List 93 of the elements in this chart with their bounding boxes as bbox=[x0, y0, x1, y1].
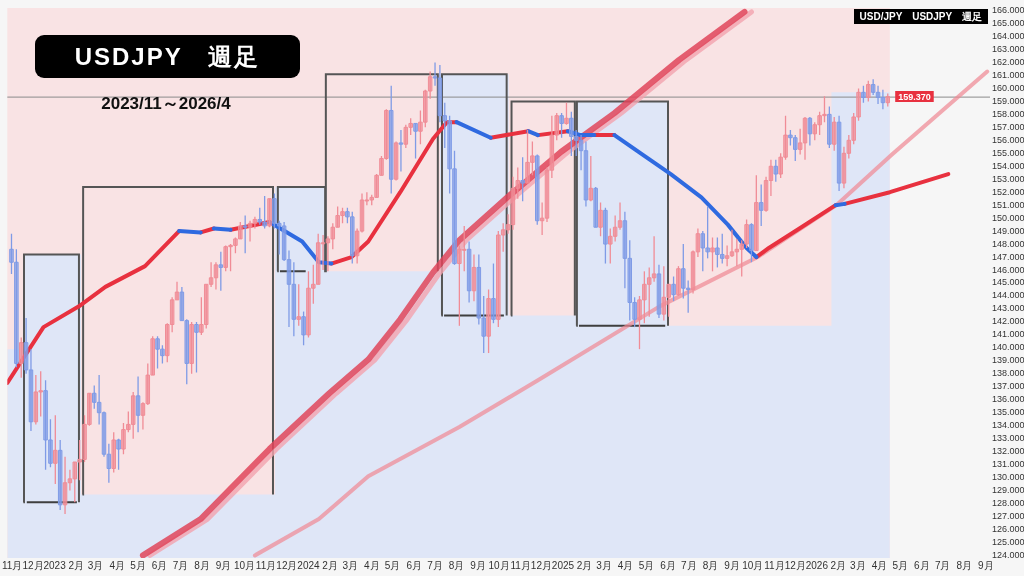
y-tick-label: 136.000 bbox=[992, 394, 1024, 405]
y-tick-label: 151.000 bbox=[992, 199, 1024, 210]
x-tick-label: 2月 bbox=[830, 559, 847, 571]
x-tick-label: 2月 bbox=[576, 559, 593, 571]
y-tick-label: 158.000 bbox=[992, 108, 1024, 119]
y-tick-label: 147.000 bbox=[992, 251, 1024, 262]
x-tick-label: 2月 bbox=[322, 559, 338, 571]
x-tick-label: 7月 bbox=[681, 559, 697, 571]
x-tick-label: 4月 bbox=[363, 559, 380, 571]
x-tick-label: 12月 bbox=[276, 559, 298, 571]
y-tick-label: 155.000 bbox=[992, 147, 1024, 158]
x-tick-label: 3月 bbox=[850, 559, 866, 571]
x-tick-label: 10月 bbox=[233, 559, 256, 571]
x-tick-label: 2023 bbox=[43, 559, 67, 571]
ref-line-label: 159.370 bbox=[898, 91, 931, 102]
x-tick-label: 12月 bbox=[22, 559, 44, 571]
x-tick-label: 6月 bbox=[914, 559, 930, 571]
y-tick-label: 135.000 bbox=[992, 407, 1024, 418]
y-tick-label: 126.000 bbox=[992, 523, 1024, 534]
y-tick-label: 153.000 bbox=[992, 173, 1024, 184]
x-tick-label: 2024 bbox=[297, 559, 321, 571]
y-tick-label: 156.000 bbox=[992, 134, 1024, 145]
y-tick-label: 139.000 bbox=[992, 355, 1024, 366]
y-tick-label: 154.000 bbox=[992, 160, 1024, 171]
y-tick-label: 134.000 bbox=[992, 420, 1024, 431]
y-tick-label: 166.000 bbox=[992, 5, 1024, 16]
x-tick-label: 10月 bbox=[488, 559, 510, 571]
y-tick-label: 157.000 bbox=[992, 121, 1024, 132]
x-tick-label: 2025 bbox=[551, 559, 575, 571]
x-tick-label: 10月 bbox=[742, 559, 764, 571]
y-tick-label: 152.000 bbox=[992, 186, 1024, 197]
x-tick-label: 6月 bbox=[660, 559, 676, 571]
x-tick-label: 5月 bbox=[384, 559, 401, 571]
y-tick-label: 141.000 bbox=[992, 329, 1024, 340]
y-tick-label: 145.000 bbox=[992, 277, 1024, 288]
x-tick-label: 5月 bbox=[130, 559, 146, 571]
x-tick-label: 7月 bbox=[934, 559, 951, 571]
y-tick-label: 124.000 bbox=[992, 549, 1024, 560]
x-tick-label: 5月 bbox=[638, 559, 655, 571]
y-tick-label: 143.000 bbox=[992, 303, 1024, 314]
y-tick-label: 144.000 bbox=[992, 290, 1024, 301]
x-tick-label: 2月 bbox=[68, 559, 84, 571]
x-tick-label: 9月 bbox=[724, 559, 740, 571]
y-tick-label: 159.000 bbox=[992, 95, 1024, 106]
text: 2023/11～2026/4 bbox=[100, 93, 232, 115]
y-tick-label: 128.000 bbox=[992, 498, 1024, 508]
y-tick-label: 130.000 bbox=[992, 472, 1024, 483]
y-tick-label: 163.000 bbox=[992, 43, 1024, 54]
x-tick-label: 6月 bbox=[151, 559, 168, 571]
y-tick-label: 138.000 bbox=[992, 368, 1024, 379]
y-tick-label: 137.000 bbox=[992, 381, 1024, 392]
x-tick-label: 4月 bbox=[871, 559, 888, 571]
y-tick-label: 148.000 bbox=[992, 238, 1024, 249]
y-tick-label: 165.000 bbox=[992, 18, 1024, 29]
y-tick-label: 146.000 bbox=[992, 264, 1024, 275]
x-tick-label: 3月 bbox=[87, 559, 104, 571]
y-tick-label: 129.000 bbox=[992, 485, 1024, 496]
y-tick-label: 132.000 bbox=[992, 446, 1024, 457]
x-tick-label: 7月 bbox=[427, 559, 443, 571]
y-tick-label: 149.000 bbox=[992, 225, 1024, 236]
y-tick-label: 162.000 bbox=[992, 56, 1024, 67]
x-tick-label: 8月 bbox=[956, 559, 973, 571]
x-tick-label: 5月 bbox=[892, 559, 909, 571]
x-tick-label: 3月 bbox=[342, 559, 358, 571]
x-tick-label: 8月 bbox=[702, 559, 719, 571]
y-tick-label: 160.000 bbox=[992, 82, 1024, 93]
y-tick-label: 150.000 bbox=[992, 212, 1024, 223]
x-tick-label: 11月 bbox=[2, 559, 23, 571]
x-tick-label: 2026 bbox=[805, 559, 829, 571]
y-tick-label: 164.000 bbox=[992, 31, 1024, 42]
y-tick-label: 142.000 bbox=[992, 316, 1024, 327]
y-tick-label: 161.000 bbox=[992, 69, 1024, 80]
x-tick-label: 8月 bbox=[194, 559, 210, 571]
y-tick-label: 131.000 bbox=[992, 459, 1024, 470]
x-tick-label: 9月 bbox=[215, 559, 232, 571]
x-tick-label: 11月 bbox=[764, 559, 785, 571]
annotation: USD/JPY USDJPY 週足 bbox=[859, 10, 982, 23]
y-tick-label: 133.000 bbox=[992, 433, 1024, 444]
y-tick-label: 140.000 bbox=[992, 342, 1024, 353]
x-tick-label: 6月 bbox=[406, 559, 422, 571]
x-tick-label: 9月 bbox=[470, 559, 486, 571]
x-tick-label: 11月 bbox=[255, 559, 277, 571]
x-tick-label: 4月 bbox=[617, 559, 634, 571]
x-tick-label: 12月 bbox=[784, 559, 806, 571]
x-tick-label: 4月 bbox=[109, 559, 125, 571]
x-tick-label: 8月 bbox=[448, 559, 465, 571]
x-tick-label: 7月 bbox=[172, 559, 189, 571]
y-tick-label: 125.000 bbox=[992, 536, 1024, 547]
x-tick-label: 9月 bbox=[978, 559, 994, 571]
x-tick-label: 3月 bbox=[596, 559, 612, 571]
x-tick-label: 11月 bbox=[510, 559, 531, 571]
y-tick-label: 127.000 bbox=[992, 510, 1024, 521]
x-tick-label: 12月 bbox=[530, 559, 552, 571]
